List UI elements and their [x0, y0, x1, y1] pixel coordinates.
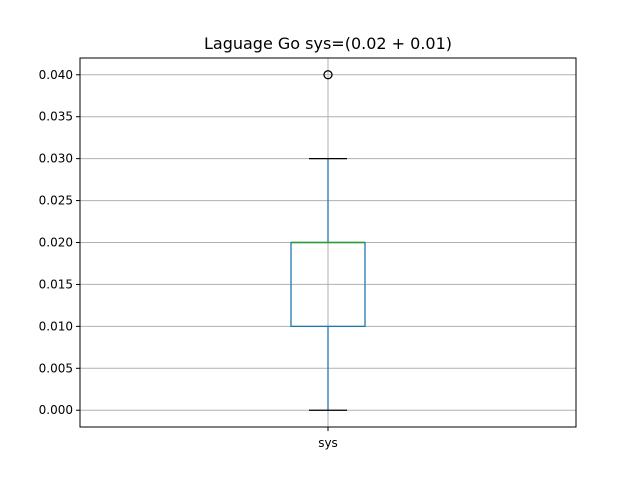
x-tick-label: sys: [318, 436, 338, 450]
y-tick-label: 0.015: [39, 277, 73, 291]
y-tick-label: 0.000: [39, 403, 73, 417]
y-tick-label: 0.035: [39, 110, 73, 124]
y-tick-label: 0.025: [39, 194, 73, 208]
y-tick-label: 0.020: [39, 236, 73, 250]
chart-title: Laguage Go sys=(0.02 + 0.01): [204, 34, 452, 53]
box-plot-marks: [290, 70, 366, 411]
outlier-point: [323, 70, 333, 80]
y-tick-label: 0.010: [39, 319, 73, 333]
x-axis-ticks: sys: [318, 427, 338, 450]
y-tick-label: 0.030: [39, 152, 73, 166]
y-tick-label: 0.005: [39, 361, 73, 375]
y-axis-ticks: 0.000 0.005 0.010 0.015 0.020 0.025 0.030 0.035…: [39, 68, 80, 417]
y-tick-label: 0.040: [39, 68, 73, 82]
